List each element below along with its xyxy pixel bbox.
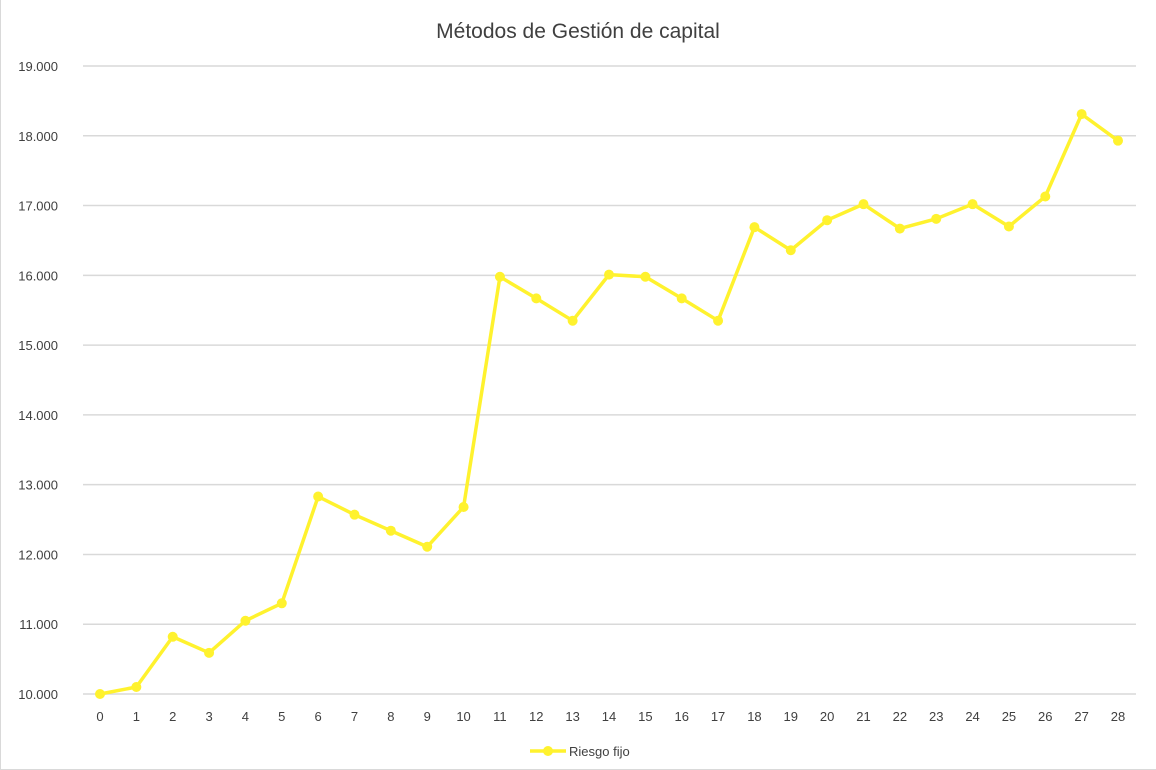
x-tick-label: 6 (315, 709, 322, 724)
data-point (931, 213, 942, 224)
x-tick-label: 24 (965, 709, 979, 724)
x-tick-label: 5 (278, 709, 285, 724)
x-tick-label: 20 (820, 709, 834, 724)
y-tick-label: 12.000 (18, 547, 58, 562)
data-point (640, 271, 651, 282)
x-tick-label: 26 (1038, 709, 1052, 724)
y-tick-label: 14.000 (18, 408, 58, 423)
data-point (567, 315, 578, 326)
data-point (676, 293, 687, 304)
y-tick-label: 13.000 (18, 478, 58, 493)
x-tick-label: 13 (565, 709, 579, 724)
y-tick-label: 17.000 (18, 199, 58, 214)
data-point (1076, 109, 1087, 120)
data-point (822, 215, 833, 226)
x-tick-label: 17 (711, 709, 725, 724)
data-point (713, 315, 724, 326)
data-point (422, 541, 433, 552)
y-tick-label: 18.000 (18, 129, 58, 144)
x-tick-label: 22 (893, 709, 907, 724)
data-point (1113, 135, 1123, 146)
data-point (385, 525, 396, 536)
y-tick-label: 10.000 (18, 687, 58, 702)
chart-title: Métodos de Gestión de capital (436, 20, 720, 43)
y-tick-label: 11.000 (19, 617, 58, 632)
data-point (604, 269, 614, 280)
data-point (785, 245, 796, 256)
x-tick-label: 19 (784, 709, 798, 724)
data-point (494, 271, 505, 282)
x-tick-label: 10 (456, 709, 470, 724)
x-tick-label: 1 (133, 709, 140, 724)
legend: Riesgo fijo (530, 744, 630, 759)
x-tick-label: 21 (856, 709, 870, 724)
y-tick-label: 15.000 (18, 338, 58, 353)
data-point (240, 615, 251, 626)
x-tick-label: 4 (242, 709, 249, 724)
x-tick-label: 18 (747, 709, 761, 724)
legend-label: Riesgo fijo (569, 744, 630, 759)
x-tick-label: 25 (1002, 709, 1016, 724)
series-line (99, 112, 1120, 696)
x-tick-label: 27 (1074, 709, 1088, 724)
x-tick-label: 9 (424, 709, 431, 724)
x-tick-label: 7 (351, 709, 358, 724)
data-point (313, 491, 324, 502)
data-point (1003, 221, 1014, 232)
legend-marker (543, 746, 553, 756)
data-point (967, 199, 978, 210)
data-point (1040, 191, 1051, 202)
data-point (531, 293, 542, 304)
x-tick-label: 3 (205, 709, 212, 724)
x-tick-label: 23 (929, 709, 943, 724)
x-tick-label: 16 (674, 709, 688, 724)
x-tick-label: 12 (529, 709, 543, 724)
x-tick-label: 11 (493, 709, 507, 724)
y-tick-label: 19.000 (18, 59, 58, 74)
y-tick-label: 16.000 (18, 268, 58, 283)
data-point (167, 631, 178, 642)
data-point (458, 501, 469, 512)
data-point (894, 223, 905, 234)
x-tick-label: 2 (169, 709, 176, 724)
data-point (95, 689, 105, 699)
data-point (749, 222, 760, 233)
data-point (276, 598, 287, 609)
x-tick-label: 14 (602, 709, 616, 724)
data-point (204, 647, 215, 658)
x-tick-label: 28 (1111, 709, 1125, 724)
data-point (858, 199, 869, 210)
data-point (349, 509, 360, 520)
x-tick-label: 15 (638, 709, 652, 724)
x-tick-label: 8 (387, 709, 394, 724)
data-point (131, 682, 142, 693)
x-tick-label: 0 (96, 709, 103, 724)
